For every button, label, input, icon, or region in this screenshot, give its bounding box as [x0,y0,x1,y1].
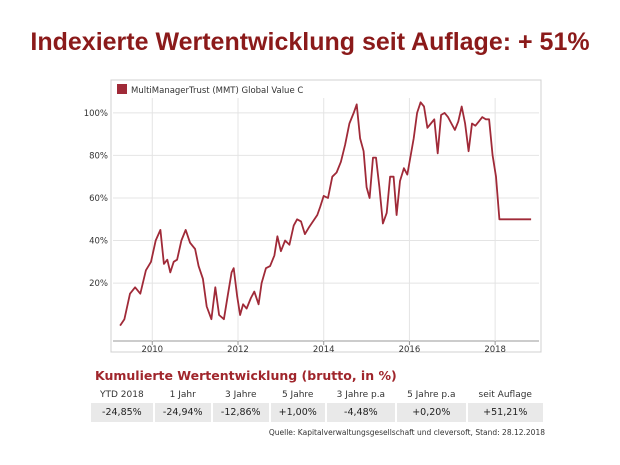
col-5y: 5 Jahre [281,390,314,400]
y-tick-label: 40% [89,237,108,247]
value-3y: -12,86% [212,403,269,422]
performance-panel: Kumulierte Wertentwicklung (brutto, in %… [89,368,545,437]
x-tick-label: 2012 [227,345,249,355]
performance-value-row: -24,85% -24,94% -12,86% +1,00% -4,48% +0… [91,403,543,422]
y-tick-label: 80% [89,151,108,161]
performance-header-row: YTD 2018 1 Jahr 3 Jahre 5 Jahre 3 Jahre … [91,389,543,401]
x-tick-label: 2010 [141,345,163,355]
y-tick-label: 60% [89,194,108,204]
source-note: Quelle: Kapitalverwaltungsgesellschaft u… [268,428,545,437]
col-ytd: YTD 2018 [100,390,144,400]
value-3y-pa: -4,48% [326,403,396,422]
x-tick-label: 2018 [484,345,506,355]
value-5y-pa: +0,20% [397,403,466,422]
col-1y: 1 Jahr [169,390,196,400]
performance-heading: Kumulierte Wertentwicklung (brutto, in %… [95,368,397,383]
value-since-launch: +51,21% [467,403,543,422]
col-since-launch: seit Auflage [478,390,532,400]
legend-swatch [117,84,127,94]
series-line [119,101,532,327]
col-3y: 3 Jahre [225,390,257,400]
y-tick-label: 100% [84,109,108,119]
x-tick-label: 2016 [399,345,421,355]
chart-frame [110,79,542,353]
value-1y: -24,94% [154,403,211,422]
y-tick-label: 20% [89,279,108,289]
col-3y-pa: 3 Jahre p.a [336,390,386,400]
legend-label: MultiManagerTrust (MMT) Global Value C [131,86,303,96]
x-tick-label: 2014 [313,345,335,355]
value-5y: +1,00% [270,403,325,422]
col-5y-pa: 5 Jahre p.a [407,390,456,400]
page-title: Indexierte Wertentwicklung seit Auflage:… [30,28,590,56]
performance-table: YTD 2018 1 Jahr 3 Jahre 5 Jahre 3 Jahre … [89,387,545,424]
value-ytd: -24,85% [91,403,153,422]
